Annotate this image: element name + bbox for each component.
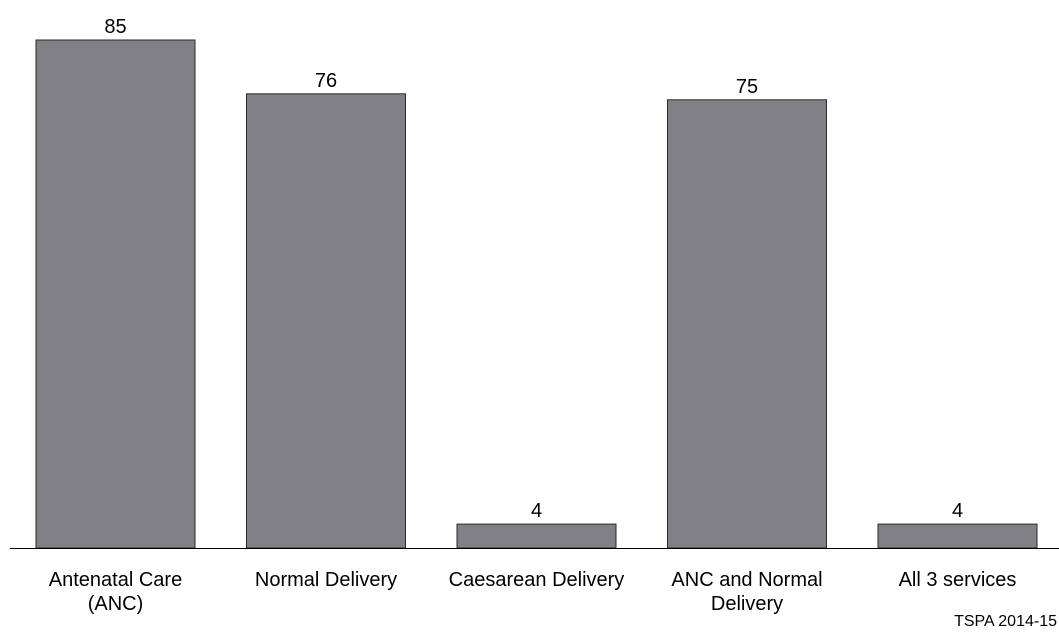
value-label-4: 4 xyxy=(952,500,963,522)
bar-3 xyxy=(667,99,827,549)
bars-layer xyxy=(35,39,1038,549)
category-label-line: Caesarean Delivery xyxy=(449,569,625,591)
category-label-line: All 3 services xyxy=(899,569,1017,591)
category-label-2: Caesarean Delivery xyxy=(449,569,625,591)
bar-0 xyxy=(35,39,196,549)
category-label-line: ANC and Normal xyxy=(671,569,822,591)
category-labels-layer: Antenatal Care (ANC) Normal Delivery Caesar… xyxy=(49,569,1017,615)
bar-4 xyxy=(877,523,1038,549)
category-label-line: Delivery xyxy=(711,593,783,615)
category-label-line: (ANC) xyxy=(88,593,144,615)
category-label-0: Antenatal Care (ANC) xyxy=(49,569,182,615)
category-label-line: Antenatal Care xyxy=(49,569,182,591)
bar-1 xyxy=(246,93,406,549)
value-label-2: 4 xyxy=(531,500,542,522)
value-label-3: 75 xyxy=(736,76,758,98)
source-note: TSPA 2014-15 xyxy=(954,613,1057,630)
bar-2 xyxy=(456,523,617,549)
value-label-1: 76 xyxy=(315,70,337,92)
category-label-line: Normal Delivery xyxy=(255,569,397,591)
value-label-0: 85 xyxy=(104,16,126,38)
category-label-4: All 3 services xyxy=(899,569,1017,591)
category-label-1: Normal Delivery xyxy=(255,569,397,591)
category-label-3: ANC and Normal Delivery xyxy=(671,569,822,615)
value-labels-layer: 85 76 4 75 4 xyxy=(104,16,963,522)
